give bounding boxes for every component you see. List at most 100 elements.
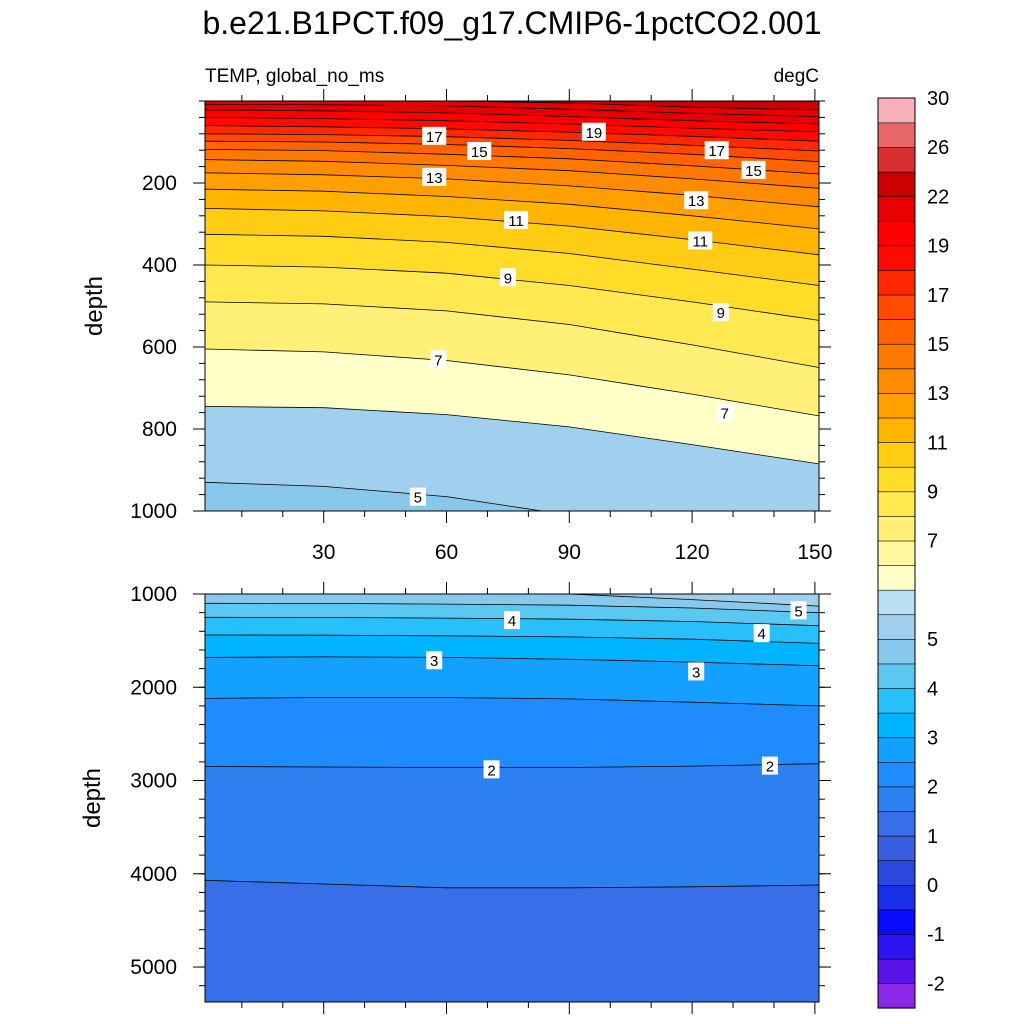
contour-label: 17 [426, 129, 443, 146]
contour-label: 9 [504, 270, 512, 287]
deep-band [205, 880, 819, 1002]
deep-isotherm [205, 879, 819, 889]
deep-ocean-y-axis-label: depth [79, 768, 106, 828]
y-tick-label: 400 [142, 254, 177, 277]
colorbar-swatch [877, 515, 916, 542]
colorbar-tick-label: 22 [927, 186, 949, 208]
colorbar-swatch [877, 442, 916, 468]
colorbar-swatch [877, 614, 916, 640]
colorbar-swatch [877, 319, 916, 345]
deep-ocean-panel: 5 4 4 3 3 2 2 1000 2000 3000 4000 5000 depth [79, 582, 831, 1014]
upper-ocean-isotherms [205, 101, 819, 511]
y-tick-label: 5000 [130, 956, 177, 979]
deep-ocean-frame [204, 593, 820, 1003]
upper-ocean-y-axis-label: depth [81, 276, 108, 336]
colorbar-swatch [877, 269, 916, 296]
colorbar-swatch [877, 294, 916, 320]
deep-isotherm [205, 763, 819, 768]
upper-isotherm [205, 109, 819, 125]
deep-isotherm [205, 656, 819, 667]
deep-isotherm [205, 634, 819, 644]
colorbar-swatch [877, 466, 916, 493]
contour-label: 5 [794, 603, 802, 620]
upper-isotherm [205, 481, 545, 511]
contour-label-box [409, 487, 426, 506]
deep-ocean-contour-labels: 5 4 4 3 3 2 2 [426, 601, 807, 779]
y-tick-label: 1000 [130, 500, 177, 523]
contour-label-box [684, 191, 709, 210]
contour-label: 5 [414, 490, 422, 507]
contour-label: 7 [434, 352, 442, 369]
contour-label-box [716, 403, 733, 422]
colorbar-swatch [877, 220, 916, 247]
colorbar-swatch [877, 343, 916, 370]
colorbar-swatch [877, 860, 916, 886]
upper-isotherm [205, 406, 819, 465]
colorbar-tick-label: 0 [927, 875, 938, 897]
y-tick-label: 600 [142, 336, 177, 359]
y-tick-label: 800 [142, 418, 177, 441]
y-tick-label: 1000 [130, 583, 177, 606]
x-tick-label: 90 [558, 541, 581, 564]
deep-ocean-fills [205, 594, 819, 1002]
colorbar-tick-label: 9 [927, 482, 938, 504]
contour-label-box [688, 662, 705, 681]
upper-band [205, 406, 819, 511]
contour-label-box [467, 142, 492, 161]
x-tick-label: 30 [312, 541, 335, 564]
contour-label: 15 [745, 163, 762, 180]
contour-label-box [741, 160, 766, 179]
colorbar-swatch [877, 687, 916, 714]
colorbar-tick-label: -2 [927, 973, 945, 995]
contour-label: 11 [508, 213, 524, 230]
colorbar-swatch [877, 368, 916, 394]
colorbar-swatch [877, 146, 916, 173]
deep-isotherm [205, 697, 819, 707]
colorbar-tick-label: -1 [927, 924, 945, 946]
contour-label: 7 [721, 406, 729, 423]
contour-label: 3 [430, 653, 438, 670]
upper-isotherm [205, 149, 819, 175]
colorbar-tick-label: 19 [927, 236, 949, 258]
colorbar-frame [877, 97, 916, 1009]
colorbar-tick-label: 15 [927, 334, 949, 356]
colorbar-swatch [877, 491, 916, 517]
contour-label: 15 [471, 144, 488, 161]
upper-ocean-contour-labels: 19 17 17 15 15 13 13 11 11 9 9 7 7 5 [409, 122, 766, 507]
contour-label: 2 [487, 762, 495, 779]
y-tick-label: 200 [142, 172, 177, 195]
contour-label-box [790, 601, 807, 620]
colorbar-swatch [877, 245, 916, 271]
contour-label: 17 [708, 143, 725, 160]
upper-isotherm [205, 117, 819, 133]
colorbar-tick-label: 11 [927, 432, 948, 454]
colorbar-tick-label: 5 [927, 629, 938, 651]
upper-band [205, 482, 543, 511]
upper-isotherm [205, 348, 819, 417]
colorbar-swatch [877, 564, 916, 591]
contour-label: 13 [688, 193, 705, 210]
colorbar-swatch [877, 909, 916, 935]
contour-label-box [753, 624, 770, 643]
contour-label-box [430, 350, 447, 369]
contour-label-box [504, 210, 529, 229]
colorbar-tick-label: 13 [927, 383, 949, 405]
upper-isotherm [205, 125, 819, 142]
contour-label-box [761, 756, 778, 775]
deep-isotherm [205, 602, 819, 614]
contour-label-box [712, 303, 729, 322]
colorbar-tick-label: 2 [927, 777, 938, 799]
contour-label: 4 [508, 613, 516, 630]
colorbar-swatch [877, 122, 916, 148]
colorbar-swatch [877, 884, 916, 911]
contour-label-box [581, 122, 606, 141]
colorbar-swatch [877, 712, 916, 739]
colorbar-tick-label: 26 [927, 137, 949, 159]
colorbar-swatch [877, 761, 916, 788]
colorbar-swatch [877, 835, 916, 862]
upper-isotherm [205, 188, 819, 230]
x-tick-label: 150 [797, 541, 832, 564]
colorbar-tick-label: 17 [927, 285, 949, 307]
colorbar-swatch [877, 983, 916, 1009]
